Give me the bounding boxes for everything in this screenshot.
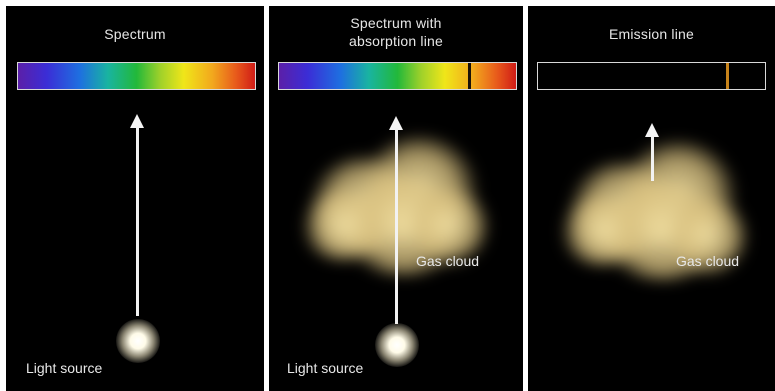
panel-emission-line: Emission line Gas cloud	[528, 6, 775, 391]
panel-title: Emission line	[608, 26, 695, 42]
emission-line	[726, 63, 729, 89]
gas-cloud-label: Gas cloud	[676, 253, 740, 269]
light-ray-arrow	[395, 128, 398, 324]
absorption-line	[468, 63, 471, 89]
absorption-spectrum-bar	[278, 62, 517, 90]
light-ray-arrowhead	[130, 114, 144, 128]
light-ray-arrowhead	[389, 116, 403, 130]
panel-absorption-spectrum: Spectrum with absorption line Gas cloud …	[269, 6, 523, 391]
light-source-glow	[375, 323, 419, 367]
light-source-label: Light source	[26, 360, 103, 376]
emitted-ray-arrowhead	[645, 123, 659, 137]
light-source-glow	[116, 319, 160, 363]
light-ray-arrow	[136, 126, 139, 316]
gas-cloud	[558, 141, 748, 281]
emission-spectrum-bar	[537, 62, 766, 90]
panel-title: Spectrum	[104, 26, 166, 42]
gas-cloud	[299, 136, 489, 276]
light-source-label: Light source	[287, 360, 364, 376]
panel-continuous-spectrum: Spectrum Light source	[6, 6, 264, 391]
panel-title-line-2: absorption line	[348, 33, 444, 49]
panel-title-line-1: Spectrum with	[350, 15, 442, 31]
emitted-ray-arrow	[651, 135, 654, 181]
continuous-spectrum-bar	[17, 62, 256, 90]
gas-cloud-label: Gas cloud	[416, 253, 480, 269]
